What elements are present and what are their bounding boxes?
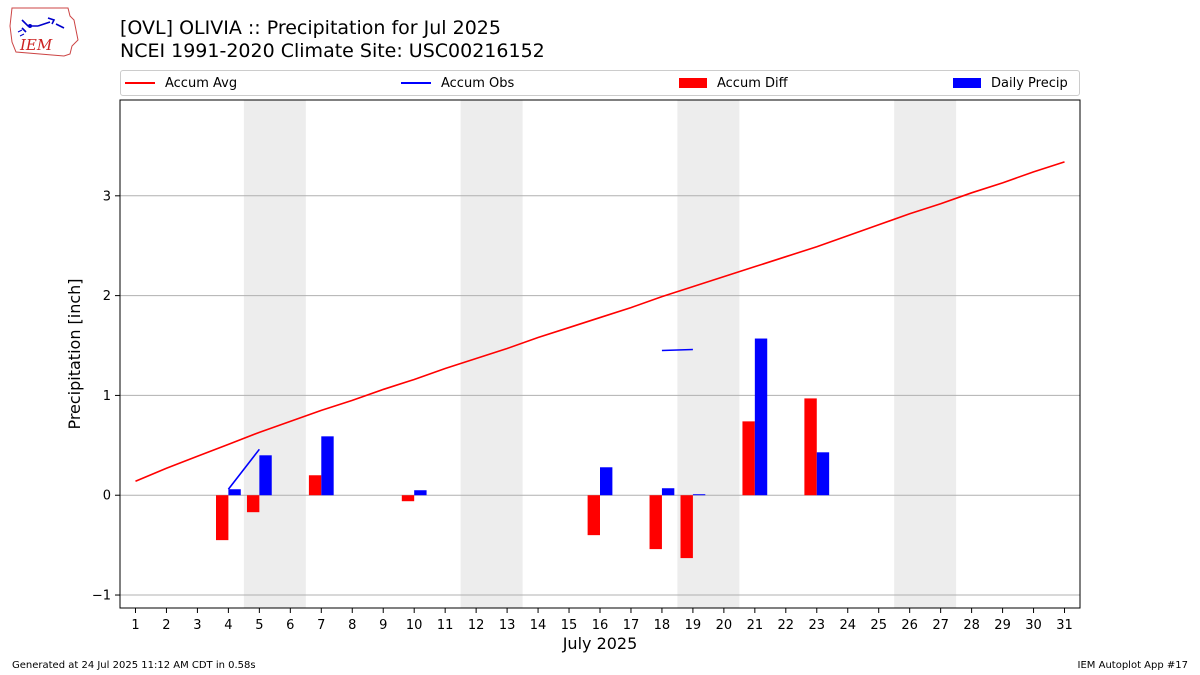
accum-obs-line-segment-1 (227, 448, 260, 490)
x-tick-label: 16 (592, 618, 609, 633)
x-tick-label: 13 (499, 618, 516, 633)
x-tick-label: 1 (131, 618, 139, 633)
y-axis-label: Precipitation [inch] (65, 278, 84, 429)
legend-label-accum-diff: Accum Diff (717, 75, 788, 91)
daily-precip-bar-day-21 (754, 338, 768, 496)
x-tick-label: 23 (809, 618, 826, 633)
legend-item-daily-precip: Daily Precip (953, 74, 1068, 92)
x-tick-label: 30 (1025, 618, 1042, 633)
legend-item-accum-diff: Accum Diff (679, 74, 788, 92)
y-tick-label: 1 (103, 389, 111, 404)
legend-label-accum-obs: Accum Obs (441, 75, 515, 91)
x-tick-label: 2 (162, 618, 170, 633)
accum-diff-bar-day-16 (587, 495, 600, 536)
logo-text: IEM (19, 36, 53, 54)
accum-diff-bar-day-10 (401, 495, 415, 502)
x-tick-label: 28 (963, 618, 980, 633)
legend-swatch-accum-obs (401, 82, 431, 84)
x-tick-label: 17 (623, 618, 640, 633)
daily-precip-bar-day-4 (228, 489, 241, 496)
x-tick-label: 25 (870, 618, 887, 633)
x-tick-label: 29 (994, 618, 1011, 633)
accum-avg-line (135, 161, 1065, 482)
weekend-band-1 (243, 100, 306, 608)
legend-swatch-daily-precip (953, 78, 981, 88)
x-tick-label: 8 (348, 618, 356, 633)
accum-diff-bar-day-5 (246, 495, 260, 513)
daily-precip-bar-day-16 (600, 467, 613, 496)
legend-item-accum-avg: Accum Avg (125, 74, 237, 92)
daily-precip-bar-day-5 (259, 455, 272, 496)
accum-diff-bar-day-19 (680, 495, 693, 559)
x-tick-label: 27 (932, 618, 949, 633)
x-tick-label: 20 (716, 618, 733, 633)
x-tick-label: 12 (468, 618, 485, 633)
daily-precip-bar-day-7 (321, 436, 334, 496)
legend-item-accum-obs: Accum Obs (401, 74, 514, 92)
accum-diff-bar-day-21 (742, 421, 755, 496)
y-tick-label: 3 (103, 189, 111, 204)
y-tick-label: 2 (103, 289, 111, 304)
chart-legend: Accum Avg Accum Obs Accum Diff Daily Pre… (120, 70, 1080, 96)
legend-label-accum-avg: Accum Avg (165, 75, 238, 91)
y-tick-label: 0 (103, 489, 111, 504)
footer-generated: Generated at 24 Jul 2025 11:12 AM CDT in… (12, 660, 256, 671)
x-tick-label: 24 (839, 618, 856, 633)
y-tick-label: −1 (92, 589, 111, 604)
x-tick-label: 11 (437, 618, 454, 633)
accum-diff-bar-day-4 (216, 495, 229, 541)
weekend-band-4 (894, 100, 957, 608)
x-tick-label: 3 (193, 618, 201, 633)
x-axis-label: July 2025 (562, 634, 638, 653)
x-tick-label: 22 (778, 618, 795, 633)
daily-precip-bar-day-10 (414, 490, 427, 496)
x-tick-label: 15 (561, 618, 578, 633)
legend-label-daily-precip: Daily Precip (991, 75, 1068, 91)
daily-precip-bar-day-18 (661, 488, 675, 496)
x-tick-label: 5 (255, 618, 263, 633)
iem-logo: IEM (9, 7, 79, 57)
x-tick-label: 6 (286, 618, 294, 633)
daily-precip-bar-day-23 (816, 452, 830, 496)
daily-precip-bar-day-19 (692, 494, 706, 496)
x-tick-label: 18 (654, 618, 671, 633)
x-tick-label: 21 (747, 618, 764, 633)
x-tick-label: 14 (530, 618, 547, 633)
legend-swatch-accum-diff (679, 78, 707, 88)
accum-diff-bar-day-7 (308, 475, 322, 496)
chart-subtitle: NCEI 1991-2020 Climate Site: USC00216152 (120, 40, 545, 62)
x-tick-label: 26 (901, 618, 918, 633)
accum-diff-bar-day-23 (804, 398, 817, 496)
x-tick-label: 31 (1056, 618, 1073, 633)
legend-swatch-accum-avg (125, 82, 155, 84)
chart-title: [OVL] OLIVIA :: Precipitation for Jul 20… (120, 17, 501, 39)
x-tick-label: 10 (406, 618, 423, 633)
footer-app-id: IEM Autoplot App #17 (1077, 660, 1188, 671)
x-tick-label: 9 (379, 618, 387, 633)
x-tick-label: 7 (317, 618, 325, 633)
accum-diff-bar-day-18 (649, 495, 662, 550)
x-tick-label: 4 (224, 618, 232, 633)
x-tick-label: 19 (685, 618, 702, 633)
accum-obs-line-segment-2 (661, 348, 693, 352)
